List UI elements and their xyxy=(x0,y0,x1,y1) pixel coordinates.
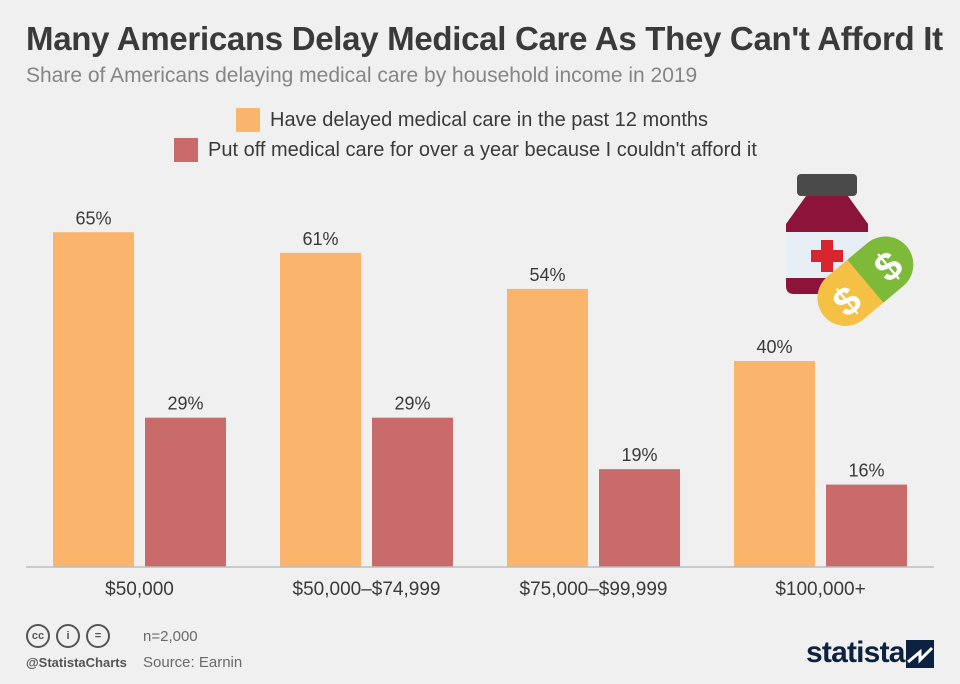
data-label-afford-0: 29% xyxy=(167,394,203,414)
category-label-0: $50,000 xyxy=(105,579,174,600)
bar-delayed-0 xyxy=(53,232,134,567)
bar-afford-2 xyxy=(599,469,680,567)
pill-dollar-icon: $ $ xyxy=(817,236,914,326)
statista-logo-icon xyxy=(906,640,934,668)
legend-item-delayed: Have delayed medical care in the past 12… xyxy=(236,108,708,132)
license-icons: cc i = xyxy=(26,624,110,648)
legend-label-delayed: Have delayed medical care in the past 12… xyxy=(270,108,709,131)
creative-commons-icon: cc xyxy=(26,624,50,648)
legend-swatch-afford xyxy=(174,138,198,162)
bar-afford-0 xyxy=(145,417,226,567)
sample-size: n=2,000 xyxy=(143,628,198,645)
data-label-delayed-2: 54% xyxy=(529,265,565,285)
bar-delayed-3 xyxy=(734,361,815,567)
attribution-icon: i xyxy=(56,624,80,648)
bar-delayed-1 xyxy=(280,252,361,567)
legend-item-afford: Put off medical care for over a year bec… xyxy=(174,138,757,162)
no-derivatives-icon: = xyxy=(86,624,110,648)
bar-afford-1 xyxy=(372,417,453,567)
data-label-afford-1: 29% xyxy=(394,394,430,414)
source-text[interactable]: Source: Earnin xyxy=(143,654,243,671)
data-label-afford-2: 19% xyxy=(621,445,657,465)
category-label-2: $75,000–$99,999 xyxy=(520,579,668,600)
bar-delayed-2 xyxy=(507,288,588,567)
bar-afford-3 xyxy=(826,484,907,567)
data-label-delayed-0: 65% xyxy=(75,208,111,228)
legend-label-afford: Put off medical care for over a year bec… xyxy=(208,138,757,161)
data-label-delayed-3: 40% xyxy=(756,337,792,357)
chart-subtitle: Share of Americans delaying medical care… xyxy=(26,64,698,87)
data-label-delayed-1: 61% xyxy=(302,229,338,249)
data-label-afford-3: 16% xyxy=(848,461,884,481)
category-label-1: $50,000–$74,999 xyxy=(293,579,441,600)
chart-title: Many Americans Delay Medical Care As The… xyxy=(26,20,943,57)
category-label-3: $100,000+ xyxy=(775,579,865,600)
statista-handle[interactable]: @StatistaCharts xyxy=(26,655,127,670)
legend-swatch-delayed xyxy=(236,108,260,132)
statista-logo[interactable]: statista xyxy=(806,636,905,669)
